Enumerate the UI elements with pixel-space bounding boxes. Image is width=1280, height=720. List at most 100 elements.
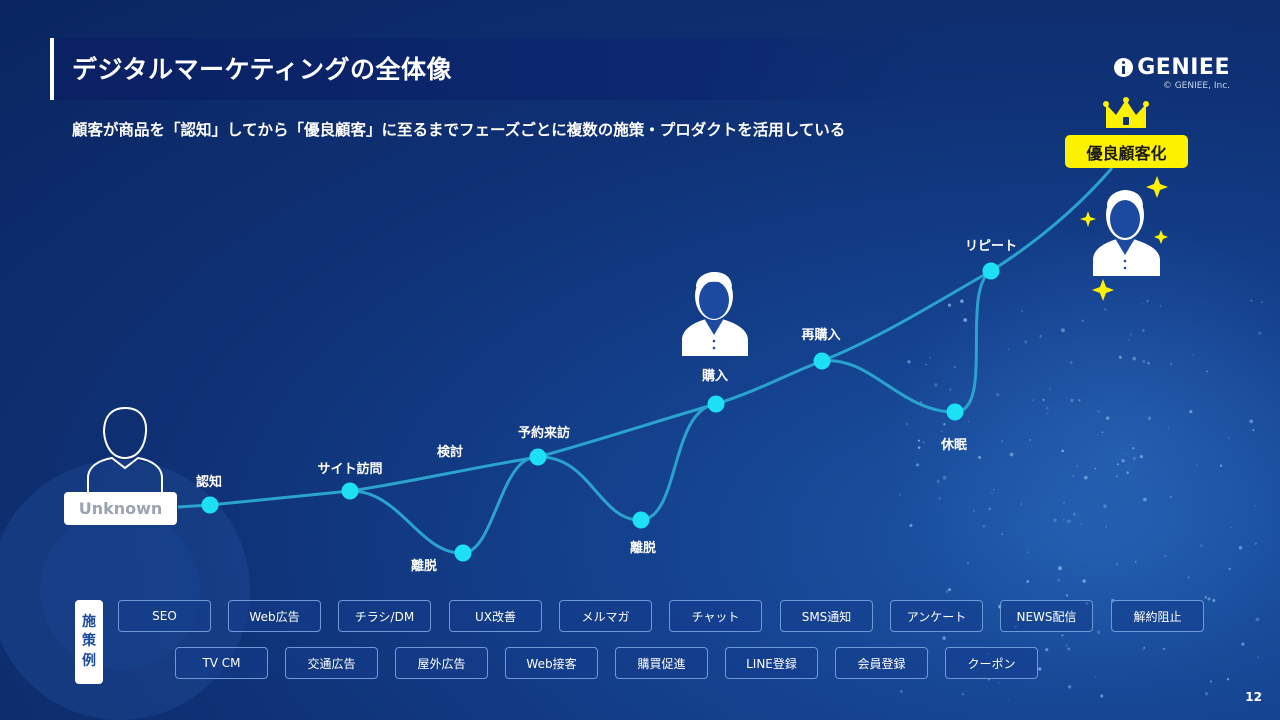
particle-dot [1105,526,1107,528]
particle-dot [905,422,909,426]
sparkle-icon [1080,211,1096,227]
particle-dot [1170,495,1172,498]
measure-chip-coupon: クーポン [945,647,1038,679]
sparkle-icon [1154,230,1168,244]
particle-dot [1038,667,1042,671]
logo-copyright: © GENIEE, Inc. [1162,81,1230,91]
particle-dot [1121,459,1125,463]
particle-dot [1204,692,1209,696]
background-glow-decoration [890,220,1280,680]
title-bar [50,38,930,100]
particle-dot [1061,449,1064,453]
particle-dot [916,463,920,467]
particle-dot [982,524,986,528]
particle-dot [1146,300,1149,303]
particle-dot [1132,456,1137,461]
page-title: デジタルマーケティングの全体像 [72,55,453,84]
particle-dot [1115,475,1118,478]
measure-chip-churn-prevention: 解約阻止 [1111,600,1204,632]
particle-dot [1147,416,1152,421]
particle-dot [1141,302,1143,304]
particle-dot [1066,519,1071,524]
particle-dot [1142,360,1146,364]
measure-chip-tv-cm: TV CM [175,647,268,679]
particle-dot [1104,308,1107,311]
particle-dot [1200,544,1203,548]
particle-dot [1105,416,1110,420]
sparkle-icon [1092,279,1114,301]
particle-dot [1261,301,1263,303]
measure-chip-newsletter: メルマガ [559,600,652,632]
particle-dot [1226,678,1230,681]
page-number: 12 [1245,690,1262,704]
label-site-visit: サイト訪問 [317,461,382,477]
particle-dot [988,678,990,681]
node-awareness [201,496,219,514]
page-subtitle: 顧客が商品を「認知」してから「優良顧客」に至るまでフェーズごとに複数の施策・プロ… [72,121,846,139]
particle-dot [1065,594,1069,597]
particle-dot [1258,331,1262,335]
particle-dot [1170,363,1172,365]
node-churn-2 [632,511,650,529]
sparkle-icon [1146,176,1168,198]
node-reservation [529,448,547,466]
measure-chip-member-signup: 会員登録 [835,647,928,679]
particle-dot [1134,561,1137,563]
particle-dot [1189,410,1193,414]
label-purchase: 購入 [701,368,728,384]
particle-dot [1048,388,1051,391]
particle-dot [909,523,913,528]
particle-dot [998,681,1000,684]
particle-dot [993,488,995,491]
particle-dot [1128,339,1131,341]
particle-dot [1147,361,1150,365]
particle-dot [1008,698,1010,701]
vip-customer-icon [1093,190,1160,276]
particle-dot [1007,348,1010,351]
particle-dot [1060,328,1065,333]
vip-customer-label: 優良顧客化 [1065,135,1188,168]
particle-dot [917,446,921,449]
particle-dot [967,562,969,564]
particle-dot [988,507,992,511]
particle-dot [1219,464,1223,467]
particle-dot [1067,647,1071,651]
unknown-label: Unknown [64,492,177,525]
particle-dot [1255,617,1260,622]
particle-dot [1100,694,1104,698]
particle-dot [1167,427,1169,429]
particle-dot [960,299,964,303]
particle-dot [1129,333,1133,336]
particle-dot [1094,676,1097,678]
particle-dot [1212,599,1216,602]
node-repurchase [813,352,831,370]
particle-dot [942,475,947,480]
measure-chip-outdoor-ads: 屋外広告 [395,647,488,679]
particle-dot [1082,579,1086,583]
particle-dot [1125,452,1127,455]
label-repeat: リピート [965,239,1017,254]
label-churn-1: 離脱 [411,558,437,574]
particle-dot [1162,647,1165,650]
churn-loop-2-path [537,402,717,522]
particle-dot [1204,595,1208,599]
measures-examples-label: 施 策 例 [75,600,103,684]
measures-label-char: 策 [82,633,96,650]
node-dormant [946,403,964,421]
particle-dot [942,636,946,640]
particle-dot [1117,463,1120,466]
particle-dot [1039,334,1043,338]
particle-dot [938,497,941,500]
particle-dot [1021,310,1023,312]
particle-dot [1081,319,1084,322]
particle-dot [936,479,940,484]
particle-dot [1083,475,1088,480]
geniee-logo-icon [1114,58,1134,77]
particle-dot [1045,648,1049,652]
particle-dot [1126,471,1129,474]
particle-dot [922,441,925,444]
particle-dot [963,318,968,322]
particle-dot [945,589,949,594]
node-purchase [707,395,725,413]
particle-dot [1159,305,1162,307]
